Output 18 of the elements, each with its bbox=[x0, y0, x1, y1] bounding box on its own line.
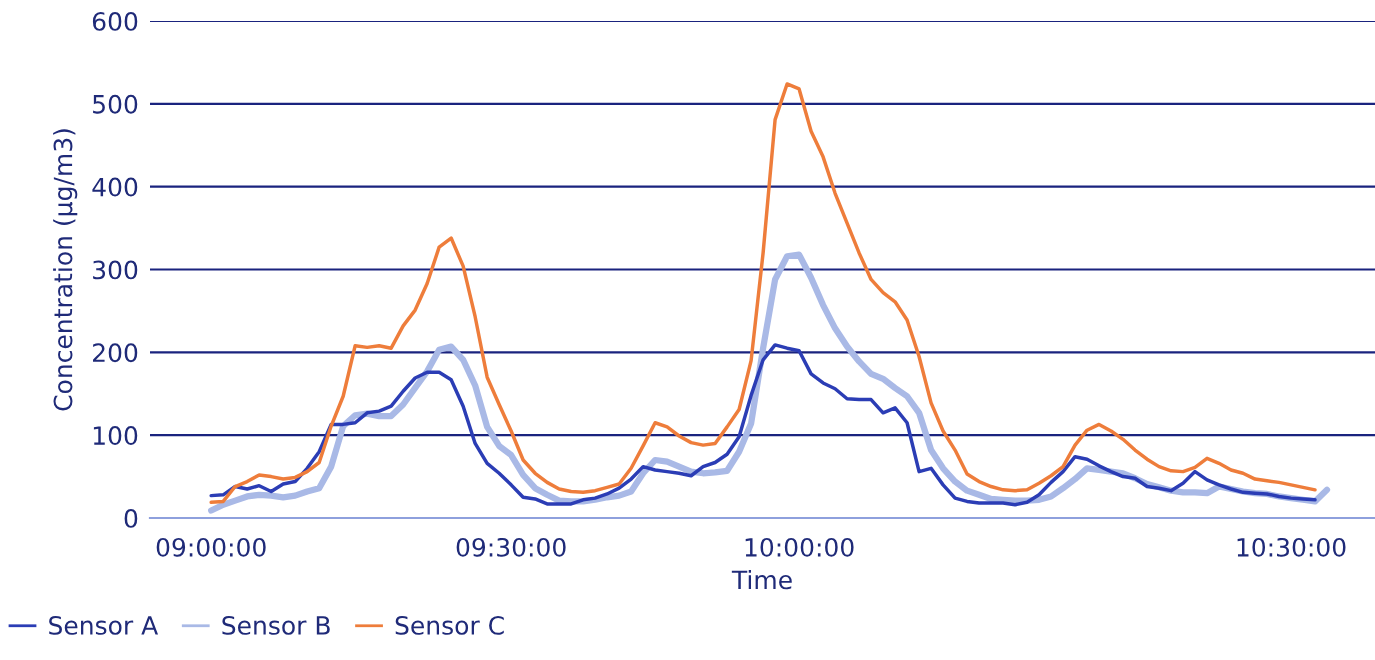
y-tick-label: 300 bbox=[93, 260, 138, 280]
y-tick-label: 0 bbox=[124, 508, 138, 528]
y-tick-label: 100 bbox=[93, 426, 138, 446]
line-series bbox=[209, 343, 1317, 507]
y-tick-label: 400 bbox=[92, 177, 138, 197]
y-tick-label: 200 bbox=[93, 343, 138, 363]
x-tick-label: 09:30:00 bbox=[456, 537, 566, 557]
legend-label: Sensor C bbox=[395, 615, 504, 635]
x-tick-label: 10:00:00 bbox=[745, 537, 854, 557]
legend-label: Sensor A bbox=[49, 615, 159, 635]
y-tick-label: 500 bbox=[93, 94, 138, 114]
x-tick-label: 10:30:00 bbox=[1237, 537, 1346, 557]
x-tick-label: 09:00:00 bbox=[156, 537, 266, 557]
line-series bbox=[209, 82, 1317, 504]
legend-label: Sensor B bbox=[222, 615, 330, 635]
y-tick-label: 600 bbox=[92, 11, 138, 31]
x-axis-title: Time bbox=[731, 569, 792, 590]
y-axis-title: Concentration (µg/m3) bbox=[53, 129, 78, 411]
